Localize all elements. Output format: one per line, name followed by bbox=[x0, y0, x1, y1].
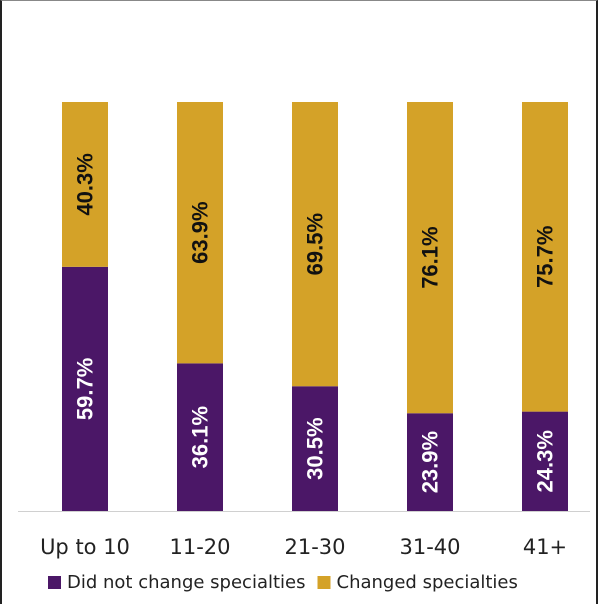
bar-segment-did-not-change-1 bbox=[62, 266, 108, 511]
x-tick-label: 11-20 bbox=[169, 535, 230, 559]
data-label: 23.9% bbox=[418, 431, 443, 493]
data-label: 76.1% bbox=[418, 226, 443, 288]
bar-segment-did-not-change-4 bbox=[407, 413, 453, 511]
x-tick-label: 41+ bbox=[523, 535, 567, 559]
x-tick-label: 31-40 bbox=[399, 535, 460, 559]
legend-label: Changed specialties bbox=[337, 572, 518, 593]
data-label: 30.5% bbox=[303, 417, 328, 479]
legend-label: Did not change specialties bbox=[67, 572, 306, 593]
x-tick-label: Up to 10 bbox=[40, 535, 130, 559]
bar-segment-changed-1 bbox=[62, 102, 108, 267]
bar-segment-changed-4 bbox=[407, 102, 453, 414]
bar-segment-changed-5 bbox=[522, 102, 568, 412]
bar-segment-changed-3 bbox=[292, 102, 338, 387]
data-label: 59.7% bbox=[73, 358, 98, 420]
data-label: 24.3% bbox=[533, 430, 558, 492]
data-label: 36.1% bbox=[188, 406, 213, 468]
legend-item-did-not-change: Did not change specialties bbox=[48, 572, 306, 593]
legend-swatch bbox=[317, 576, 331, 589]
legend-swatch bbox=[48, 576, 61, 589]
bar-segment-did-not-change-3 bbox=[292, 386, 338, 511]
data-label: 40.3% bbox=[73, 153, 98, 215]
data-label: 75.7% bbox=[533, 226, 558, 288]
data-label: 69.5% bbox=[303, 213, 328, 275]
bar-segment-did-not-change-5 bbox=[522, 411, 568, 511]
legend-item-changed: Changed specialties bbox=[317, 572, 518, 593]
bar-segment-did-not-change-2 bbox=[177, 363, 223, 511]
bar-segment-changed-2 bbox=[177, 102, 223, 364]
data-label: 63.9% bbox=[188, 201, 213, 263]
x-tick-label: 21-30 bbox=[284, 535, 345, 559]
